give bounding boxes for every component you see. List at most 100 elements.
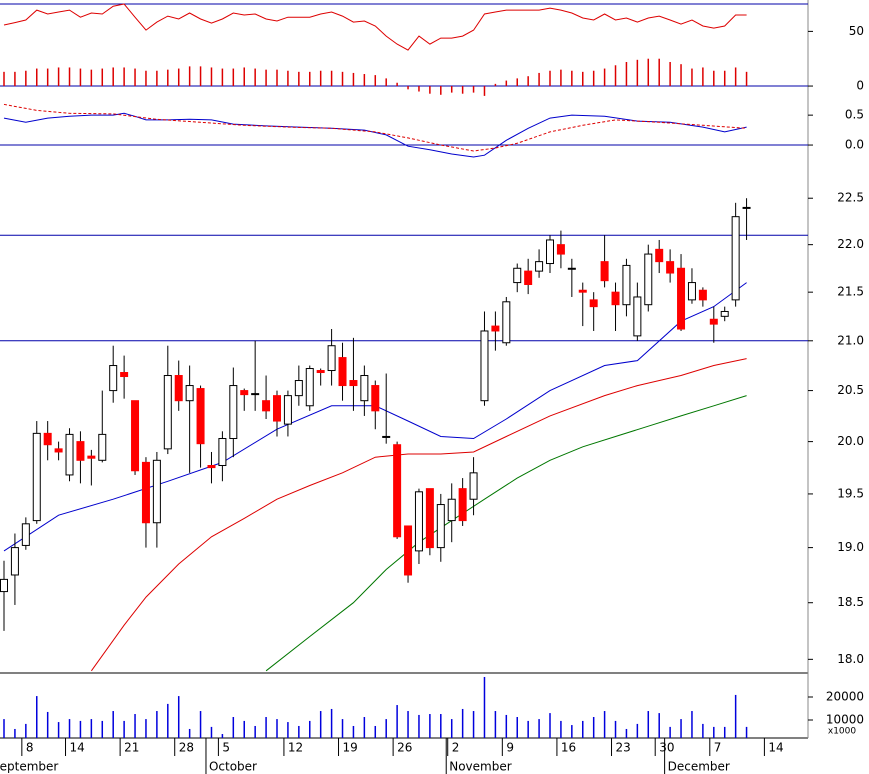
histogram-bar <box>691 68 693 87</box>
volume-bar <box>702 723 704 738</box>
volume-bar <box>14 728 16 738</box>
histogram-bar <box>527 76 529 87</box>
histogram-bar <box>472 86 475 93</box>
candle-body <box>262 400 271 412</box>
volume-bar <box>298 725 300 738</box>
month-label: September <box>0 760 58 774</box>
volume-bar <box>57 722 60 738</box>
candle-body <box>98 433 107 461</box>
candle-body <box>742 206 751 209</box>
histogram-bar <box>36 68 38 87</box>
volume-bar <box>691 711 693 738</box>
volume-bar <box>221 734 224 738</box>
x-tick-label: 19 <box>343 741 358 755</box>
candle-body <box>349 380 358 387</box>
histogram-bar <box>57 67 60 87</box>
candle-body <box>731 216 740 301</box>
histogram-bar <box>745 71 748 87</box>
volume-bar <box>123 720 125 738</box>
candle-body <box>251 393 260 396</box>
histogram-bar <box>188 66 191 87</box>
volume-bar <box>472 711 475 738</box>
x-tick-label: 16 <box>561 741 576 755</box>
histogram-bar <box>723 70 726 87</box>
volume-bar <box>603 711 606 738</box>
candle-body <box>393 444 402 538</box>
candle-body <box>644 253 653 306</box>
volume-bar <box>450 719 453 738</box>
volume-bar <box>68 719 71 738</box>
volume-bar <box>232 717 235 738</box>
volume-bar <box>592 717 595 738</box>
volume-bar <box>188 728 191 738</box>
histogram-bar <box>46 68 49 87</box>
y-tick-label: 21.0 <box>837 333 864 347</box>
candle-body <box>32 432 41 522</box>
volume-bar <box>363 717 366 738</box>
volume-bar <box>341 719 344 738</box>
histogram-bar <box>461 86 464 94</box>
volume-bar <box>483 676 486 738</box>
volume-bar <box>330 708 333 738</box>
histogram-bar <box>494 83 497 87</box>
volume-bar <box>254 725 256 738</box>
volume-bar <box>177 696 180 738</box>
histogram-bar <box>243 67 245 87</box>
y-tick-label: 19.5 <box>837 486 864 500</box>
histogram-bar <box>374 75 377 87</box>
x-tick-label: 2 <box>452 741 460 755</box>
volume-bar <box>549 713 551 738</box>
candle-body <box>76 441 85 461</box>
histogram-bar <box>145 70 147 87</box>
histogram-bar <box>614 65 617 87</box>
volume-bar <box>713 726 715 738</box>
x-tick-label: 12 <box>288 741 303 755</box>
candle-body <box>360 375 369 402</box>
volume-bar <box>210 726 213 738</box>
candle-body <box>425 488 434 549</box>
volume-bar <box>680 719 682 738</box>
histogram-bar <box>385 78 387 87</box>
x-tick-label: 8 <box>26 741 34 755</box>
candle-body <box>196 388 205 445</box>
volume-bar <box>199 711 202 738</box>
volume-bar <box>374 725 377 738</box>
histogram-bar <box>407 86 409 90</box>
candle-body <box>655 248 664 263</box>
histogram-bar <box>276 69 278 87</box>
candle-body <box>382 435 391 438</box>
candle-body <box>567 267 576 270</box>
volume-bar <box>276 719 278 738</box>
histogram-bar <box>702 67 704 87</box>
candle-body <box>0 578 8 593</box>
candle-body <box>163 375 172 450</box>
y-tick-label: 22.5 <box>837 191 864 205</box>
histogram-bar <box>549 70 551 87</box>
candle-body <box>10 547 19 576</box>
histogram-bar <box>669 61 671 87</box>
histogram-bar <box>309 71 311 87</box>
candle-body <box>633 296 642 337</box>
y-tick-label: 20.0 <box>837 434 864 448</box>
volume-bar <box>658 713 660 738</box>
y-tick-label: 21.5 <box>837 285 864 299</box>
volume-bar <box>494 711 497 738</box>
candle-body <box>611 291 620 306</box>
histogram-bar <box>582 71 584 87</box>
volume-bar <box>516 717 518 738</box>
histogram-bar <box>14 71 16 87</box>
candle-body <box>338 357 347 387</box>
volume-bar <box>243 720 245 738</box>
candle-body <box>229 385 238 440</box>
candle-body <box>546 239 554 265</box>
candle-body <box>469 472 478 500</box>
histogram-bar <box>418 86 420 92</box>
histogram-bar <box>352 72 355 87</box>
x-tick-label: 26 <box>397 741 412 755</box>
volume-bar <box>560 720 562 738</box>
candle-body <box>240 390 249 396</box>
histogram-bar <box>265 69 267 87</box>
y-tick-label: 0 <box>856 79 864 93</box>
candle-body <box>294 380 303 397</box>
candle-body <box>720 310 729 317</box>
